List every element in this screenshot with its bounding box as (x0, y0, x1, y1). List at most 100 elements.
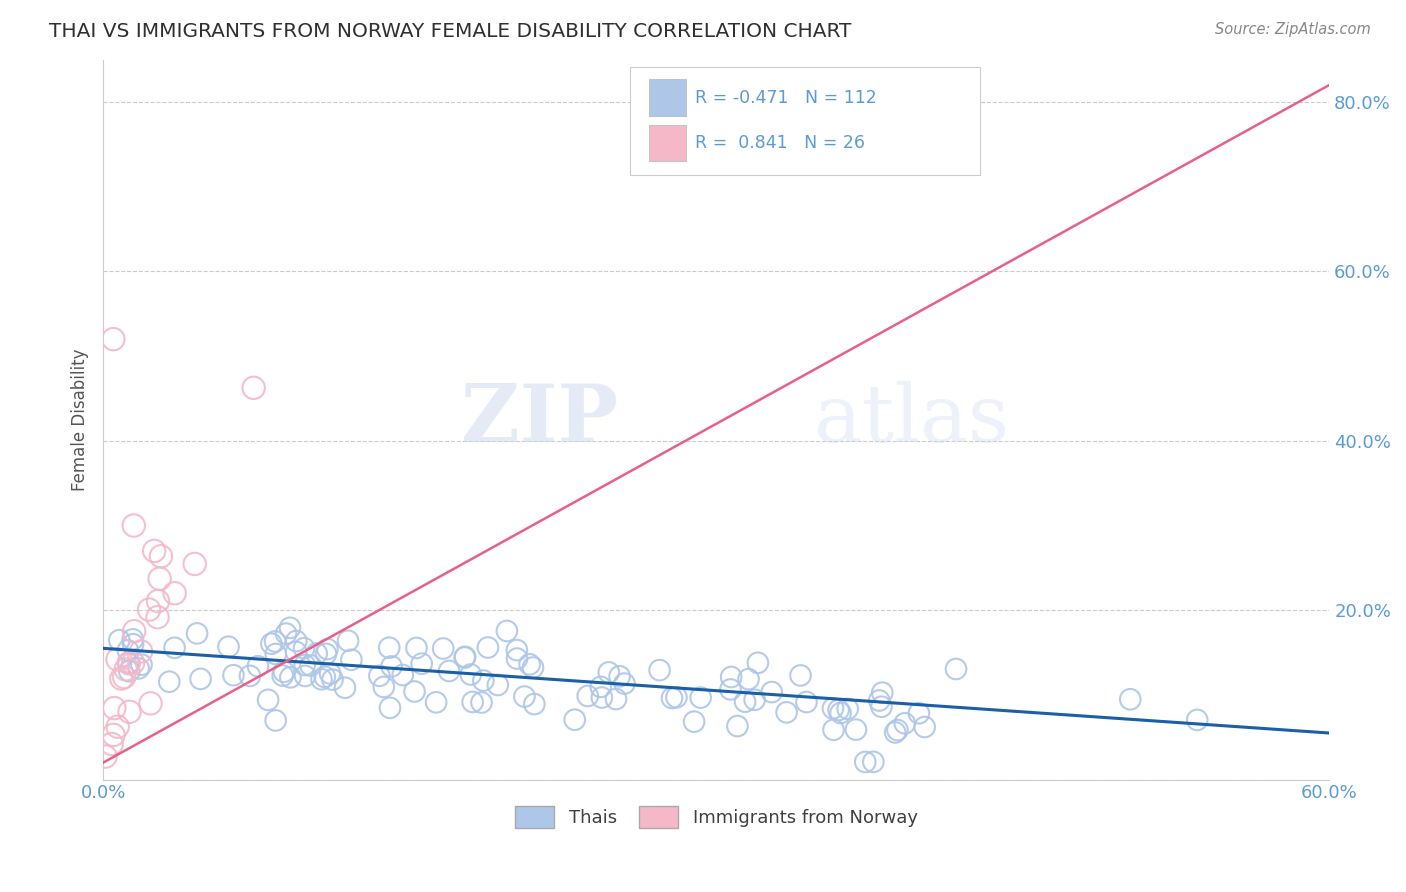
Point (744, 692, 766, 706)
Point (523, 697, 546, 711)
Text: THAI VS IMMIGRANTS FROM NORWAY FEMALE DISABILITY CORRELATION CHART: THAI VS IMMIGRANTS FROM NORWAY FEMALE DI… (49, 22, 852, 41)
Bar (648, 125, 686, 161)
Point (437, 664, 460, 678)
Point (894, 716, 917, 731)
Point (747, 656, 769, 670)
Point (945, 662, 967, 676)
Point (411, 657, 433, 671)
Point (506, 643, 529, 657)
Point (333, 681, 356, 695)
Point (1119, 692, 1142, 706)
Point (378, 640, 401, 655)
Point (522, 660, 544, 674)
Point (837, 702, 859, 716)
Point (868, 693, 890, 707)
Point (591, 690, 613, 705)
Point (100, 737, 122, 751)
Point (789, 668, 811, 682)
Point (470, 696, 492, 710)
Point (118, 664, 141, 678)
Point (118, 656, 141, 670)
Point (264, 714, 287, 728)
Point (149, 549, 172, 564)
Point (110, 672, 132, 686)
Point (118, 705, 141, 719)
Point (605, 692, 627, 706)
Point (264, 647, 287, 661)
Point (761, 685, 783, 699)
Point (506, 651, 529, 665)
Point (163, 640, 186, 655)
Point (122, 518, 145, 533)
Point (609, 669, 631, 683)
Point (845, 723, 868, 737)
Point (103, 332, 125, 346)
Point (486, 678, 509, 692)
Point (862, 755, 884, 769)
Point (319, 666, 342, 681)
Point (294, 669, 316, 683)
Point (884, 725, 907, 739)
Point (285, 645, 308, 659)
Point (796, 695, 818, 709)
Point (564, 713, 586, 727)
Point (378, 701, 401, 715)
Point (727, 719, 749, 733)
Point (391, 668, 413, 682)
Point (405, 640, 427, 655)
Point (853, 755, 876, 769)
Point (305, 647, 328, 661)
Y-axis label: Female Disability: Female Disability (72, 349, 89, 491)
Text: R = -0.471   N = 112: R = -0.471 N = 112 (696, 88, 877, 107)
Point (1187, 713, 1209, 727)
Point (683, 714, 706, 729)
Point (222, 668, 245, 682)
Point (117, 656, 139, 670)
Point (589, 680, 612, 694)
Point (131, 657, 153, 672)
Point (257, 693, 280, 707)
Point (665, 690, 688, 705)
Point (128, 661, 150, 675)
Bar (648, 79, 686, 116)
Point (316, 642, 339, 657)
Point (432, 641, 454, 656)
Point (117, 643, 139, 657)
Point (280, 670, 302, 684)
Point (734, 695, 756, 709)
Point (908, 706, 931, 721)
Point (163, 586, 186, 600)
Point (314, 670, 336, 684)
Point (146, 594, 169, 608)
Point (146, 610, 169, 624)
Point (294, 658, 316, 673)
Point (472, 673, 495, 688)
Point (94, 749, 117, 764)
Point (103, 701, 125, 715)
Point (122, 637, 145, 651)
Point (129, 644, 152, 658)
Legend: Thais, Immigrants from Norway: Thais, Immigrants from Norway (508, 799, 925, 836)
Point (598, 665, 620, 680)
Point (870, 686, 893, 700)
Point (576, 689, 599, 703)
Point (648, 663, 671, 677)
FancyBboxPatch shape (630, 67, 980, 175)
Point (886, 723, 908, 737)
Point (454, 649, 477, 664)
Point (122, 624, 145, 639)
Point (513, 690, 536, 704)
Point (337, 633, 360, 648)
Point (299, 658, 322, 673)
Point (460, 667, 482, 681)
Point (149, 572, 172, 586)
Text: R =  0.841   N = 26: R = 0.841 N = 26 (696, 134, 865, 152)
Point (720, 682, 742, 697)
Point (108, 633, 131, 648)
Point (827, 703, 849, 717)
Point (477, 640, 499, 655)
Point (453, 650, 475, 665)
Point (186, 626, 208, 640)
Point (274, 626, 297, 640)
Point (190, 672, 212, 686)
